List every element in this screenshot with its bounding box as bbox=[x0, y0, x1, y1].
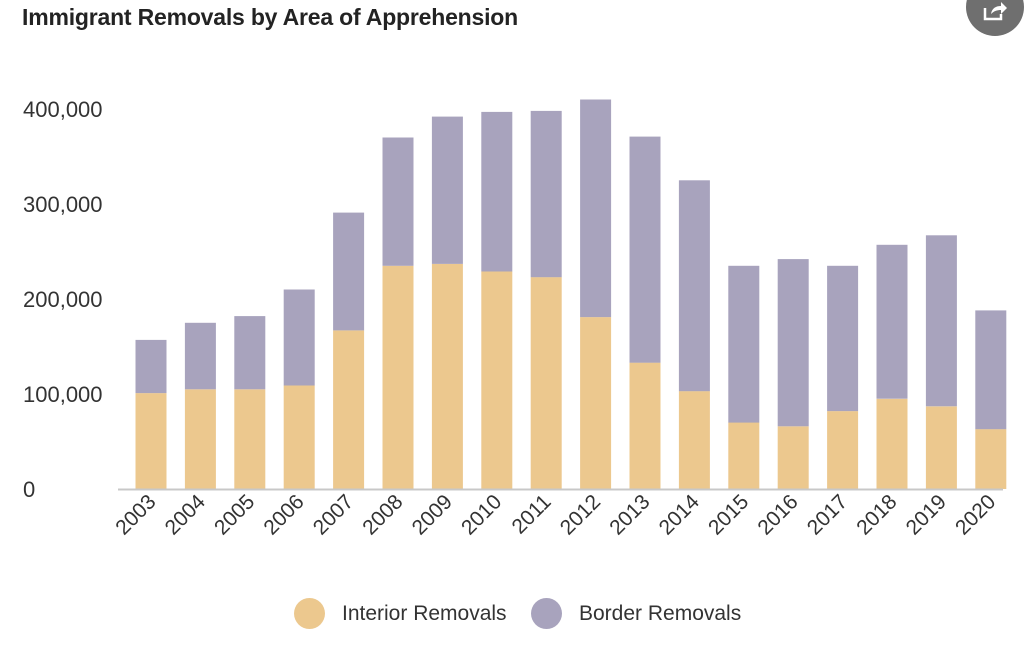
bar-border-2003 bbox=[135, 339, 167, 394]
bar-border-2016 bbox=[777, 259, 809, 427]
bar-interior-2008 bbox=[382, 265, 414, 490]
bar-interior-2017 bbox=[827, 411, 859, 489]
bar-border-2019 bbox=[925, 235, 957, 407]
bar-border-2005 bbox=[234, 316, 266, 390]
bar-border-2006 bbox=[283, 289, 315, 386]
bar-border-2004 bbox=[184, 322, 216, 390]
x-tick-label: 2015 bbox=[704, 490, 753, 539]
bar-interior-2011 bbox=[530, 277, 562, 489]
x-tick-label: 2007 bbox=[309, 490, 358, 539]
bar-border-2018 bbox=[876, 244, 908, 399]
share-icon bbox=[983, 2, 1007, 21]
bar-interior-2006 bbox=[283, 385, 315, 489]
y-tick-label: 100,000 bbox=[23, 382, 103, 407]
legend-item-interior[interactable]: Interior Removals bbox=[294, 598, 507, 629]
y-tick-label: 200,000 bbox=[23, 287, 103, 312]
legend-swatch-border bbox=[531, 598, 562, 629]
bar-interior-2012 bbox=[580, 317, 612, 489]
bar-border-2008 bbox=[382, 137, 414, 266]
bar-interior-2004 bbox=[184, 389, 216, 490]
bar-interior-2013 bbox=[629, 362, 661, 489]
bar-border-2020 bbox=[975, 310, 1007, 430]
x-tick-label: 2016 bbox=[753, 490, 802, 539]
y-tick-label: 300,000 bbox=[23, 192, 103, 217]
chart-title: Immigrant Removals by Area of Apprehensi… bbox=[22, 4, 519, 30]
x-tick-label: 2011 bbox=[508, 490, 556, 538]
bar-border-2011 bbox=[530, 110, 562, 278]
bar-border-2013 bbox=[629, 136, 661, 363]
bar-interior-2020 bbox=[975, 429, 1007, 489]
bar-border-2010 bbox=[481, 111, 513, 272]
bar-interior-2016 bbox=[777, 426, 809, 489]
bar-interior-2005 bbox=[234, 389, 266, 490]
legend-label-border: Border Removals bbox=[579, 601, 742, 625]
y-tick-label: 400,000 bbox=[23, 97, 103, 122]
x-tick-label: 2018 bbox=[852, 490, 901, 539]
bar-border-2012 bbox=[580, 99, 612, 318]
bar-interior-2014 bbox=[678, 391, 710, 489]
y-tick-label: 0 bbox=[23, 477, 35, 502]
x-tick-label: 2009 bbox=[408, 490, 457, 539]
x-tick-label: 2013 bbox=[605, 490, 654, 539]
bar-interior-2019 bbox=[925, 406, 957, 490]
bar-interior-2018 bbox=[876, 398, 908, 490]
bar-interior-2015 bbox=[728, 422, 760, 489]
legend-item-border[interactable]: Border Removals bbox=[531, 598, 741, 629]
x-tick-label: 2014 bbox=[655, 490, 705, 540]
bar-interior-2007 bbox=[333, 330, 365, 490]
legend-swatch-interior bbox=[294, 598, 325, 629]
chart-legend: Interior Removals Border Removals bbox=[0, 598, 1024, 638]
legend-label-interior: Interior Removals bbox=[342, 601, 507, 625]
x-tick-label: 2006 bbox=[259, 490, 308, 539]
x-tick-label: 2008 bbox=[358, 490, 407, 539]
bar-interior-2003 bbox=[135, 393, 167, 490]
x-tick-label: 2003 bbox=[111, 490, 160, 539]
x-tick-label: 2012 bbox=[556, 490, 605, 539]
bar-border-2014 bbox=[678, 180, 710, 392]
x-tick-label: 2004 bbox=[161, 490, 211, 540]
bar-border-2015 bbox=[728, 265, 760, 423]
bar-interior-2009 bbox=[431, 263, 463, 490]
x-tick-label: 2005 bbox=[210, 490, 259, 539]
x-tick-label: 2019 bbox=[902, 490, 951, 539]
bar-border-2017 bbox=[827, 265, 859, 412]
x-tick-label: 2020 bbox=[951, 490, 1000, 539]
bar-interior-2010 bbox=[481, 271, 513, 489]
bar-border-2007 bbox=[333, 212, 365, 331]
bar-border-2009 bbox=[431, 116, 463, 264]
x-tick-label: 2017 bbox=[803, 490, 852, 539]
x-tick-label: 2010 bbox=[457, 490, 506, 539]
